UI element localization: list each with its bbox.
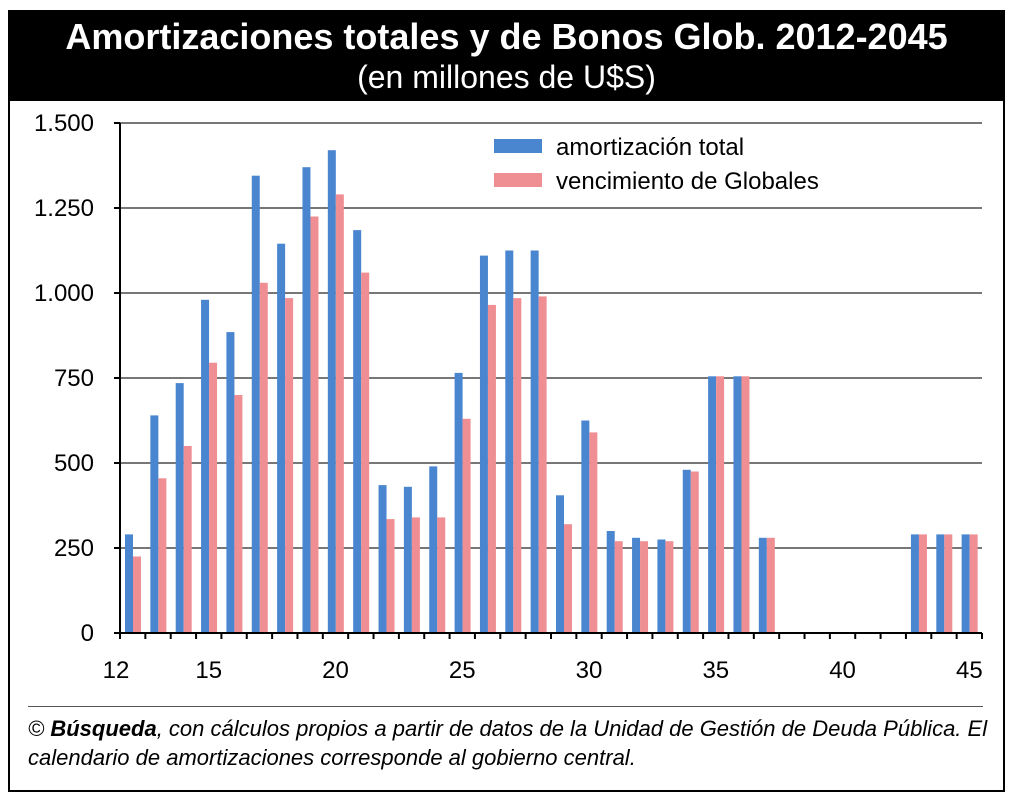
bar-total-35	[708, 376, 717, 633]
bar-globales-44	[944, 534, 953, 633]
header-banner: Amortizaciones totales y de Bonos Glob. …	[8, 10, 1005, 101]
y-tick-label: 0	[81, 620, 94, 647]
bar-total-36	[733, 376, 742, 633]
y-tick-label: 250	[54, 535, 94, 562]
bar-globales-37	[766, 537, 775, 633]
bar-globales-26	[487, 304, 496, 633]
bar-globales-13	[158, 478, 167, 633]
chart-title: Amortizaciones totales y de Bonos Glob. …	[65, 16, 948, 57]
bar-total-31	[606, 531, 615, 633]
bar-globales-32	[640, 541, 649, 633]
source-note: © Búsqueda, con cálculos propios a parti…	[28, 714, 988, 772]
chart-subtitle: (en millones de U$S)	[357, 59, 656, 95]
bar-globales-29	[564, 524, 572, 633]
bar-total-24	[429, 466, 438, 633]
bar-globales-28	[538, 296, 547, 633]
bar-total-21	[353, 230, 362, 633]
x-tick-label: 25	[449, 657, 476, 684]
axis-layer	[119, 123, 983, 639]
bar-globales-30	[589, 432, 598, 633]
source-outlet: Búsqueda	[50, 716, 157, 741]
bar-globales-23	[411, 517, 420, 633]
x-tick-label: 12	[103, 657, 130, 684]
bar-total-15	[201, 299, 210, 633]
legend-swatch	[494, 139, 542, 153]
bar-globales-14	[183, 446, 192, 633]
bar-globales-31	[614, 541, 623, 633]
bar-globales-34	[690, 471, 699, 633]
x-tick-label: 45	[956, 657, 983, 684]
bar-globales-36	[741, 376, 750, 633]
bar-globales-35	[716, 376, 725, 633]
bar-total-30	[581, 420, 590, 633]
y-tick-label: 500	[54, 450, 94, 477]
legend-label: vencimiento de Globales	[556, 168, 819, 195]
bar-total-22	[378, 485, 387, 633]
bar-globales-12	[133, 556, 141, 633]
bar-globales-19	[310, 216, 319, 633]
bar-total-13	[150, 415, 159, 633]
bar-total-33	[657, 539, 666, 633]
x-tick-label: 30	[576, 657, 603, 684]
x-tick-label: 40	[829, 657, 856, 684]
legend-swatch	[494, 173, 542, 187]
bar-total-34	[682, 469, 691, 633]
bar-layer	[125, 150, 978, 633]
x-axis-ticks: 12 15 20 25 30 35 40 45	[103, 657, 983, 684]
bar-total-23	[403, 486, 412, 633]
grid-layer	[120, 122, 982, 549]
x-tick-label: 15	[195, 657, 222, 684]
bar-total-14	[175, 383, 184, 633]
bar-total-43	[910, 534, 919, 633]
source-divider	[28, 706, 983, 707]
chart-area: 0 250 500 750 1.000 1.250 1.500 12 15 20 25 30 35 40…	[34, 110, 983, 684]
x-tick-label: 35	[702, 657, 729, 684]
bar-globales-18	[285, 298, 294, 633]
legend: amortización total vencimiento de Globale…	[494, 134, 819, 195]
bar-globales-20	[335, 194, 344, 633]
bar-globales-17	[259, 282, 268, 633]
bar-total-37	[758, 537, 767, 633]
bar-globales-45	[969, 534, 978, 633]
y-axis-ticks: 0 250 500 750 1.000 1.250 1.500	[34, 110, 120, 647]
y-tick-label: 1.250	[34, 195, 94, 222]
bar-globales-43	[918, 534, 927, 633]
bar-total-16	[226, 332, 235, 633]
bar-globales-15	[209, 362, 218, 633]
bar-total-17	[251, 175, 260, 633]
bar-total-18	[277, 243, 286, 633]
x-tick-label: 20	[322, 657, 349, 684]
bar-total-12	[125, 534, 133, 633]
bar-globales-21	[361, 272, 370, 633]
bar-total-26	[479, 255, 488, 633]
bar-total-32	[632, 537, 641, 633]
bar-total-28	[530, 250, 539, 633]
bar-total-27	[505, 250, 514, 633]
bar-total-20	[327, 150, 336, 633]
y-tick-label: 750	[54, 365, 94, 392]
bar-globales-33	[665, 541, 674, 633]
bar-total-19	[302, 167, 311, 633]
bar-globales-24	[437, 517, 446, 633]
bar-globales-25	[462, 418, 471, 633]
bar-total-45	[961, 534, 970, 633]
y-tick-label: 1.500	[34, 110, 94, 137]
copyright-mark: ©	[28, 716, 45, 741]
bar-total-25	[454, 372, 463, 633]
bar-total-44	[936, 534, 945, 633]
bar-total-29	[556, 495, 564, 633]
bar-globales-16	[234, 395, 243, 633]
source-text: , con cálculos propios a partir de datos…	[28, 716, 988, 770]
bar-globales-22	[386, 519, 395, 633]
legend-label: amortización total	[556, 134, 744, 161]
bar-globales-27	[513, 298, 522, 633]
y-tick-label: 1.000	[34, 280, 94, 307]
